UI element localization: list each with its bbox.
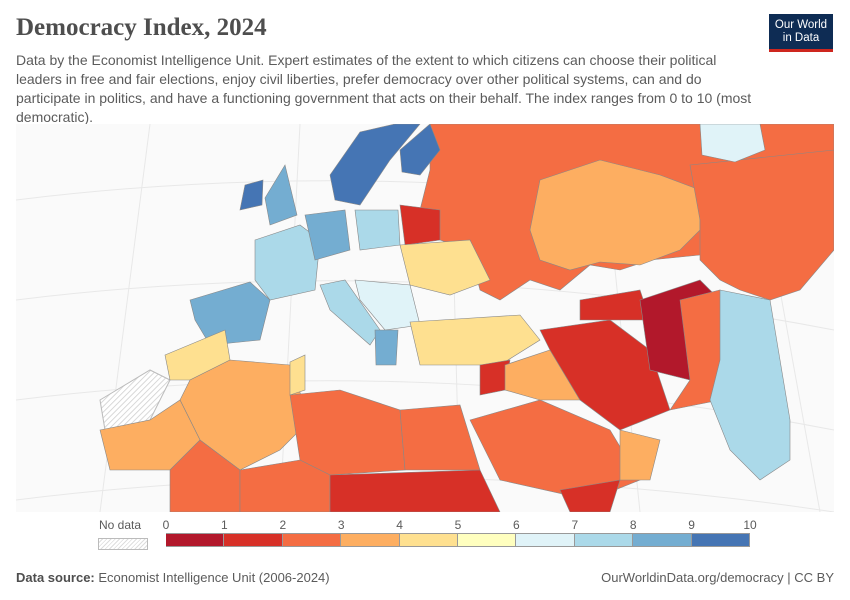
chart-subtitle: Data by the Economist Intelligence Unit.…: [16, 52, 752, 125]
no-data-label: No data: [99, 518, 142, 532]
legend-tick: 6: [513, 518, 520, 532]
legend-bin[interactable]: [574, 533, 634, 547]
country-ireland[interactable]: [239, 179, 264, 211]
country-china[interactable]: [689, 149, 834, 301]
country-balkans[interactable]: [354, 279, 421, 331]
country-poland[interactable]: [354, 209, 401, 251]
country-india[interactable]: [709, 289, 791, 481]
credit-link[interactable]: OurWorldinData.org/democracy | CC BY: [601, 570, 834, 585]
country-kazakhstan[interactable]: [529, 159, 701, 271]
legend-tick: 0: [162, 518, 170, 532]
world-map[interactable]: [16, 124, 834, 512]
legend-tick: 7: [571, 518, 579, 532]
owid-logo[interactable]: Our World in Data: [769, 14, 833, 52]
legend-tick: 4: [396, 518, 403, 532]
legend-bin[interactable]: [691, 533, 750, 547]
country-greece[interactable]: [374, 329, 399, 366]
legend-bin[interactable]: [458, 533, 517, 547]
source-label: Data source:: [16, 570, 95, 585]
legend-bin[interactable]: [166, 533, 225, 547]
legend-tick: 10: [743, 518, 757, 532]
legend-bin[interactable]: [282, 533, 342, 547]
legend-bin[interactable]: [341, 533, 400, 547]
legend-tick: 8: [629, 518, 637, 532]
legend-bin[interactable]: [633, 533, 692, 547]
legend-tick: 3: [337, 518, 345, 532]
country-iraq[interactable]: [504, 349, 581, 401]
country-sudan[interactable]: [329, 469, 501, 512]
source-text[interactable]: Economist Intelligence Unit (2006-2024): [98, 570, 330, 585]
country-ukraine[interactable]: [399, 239, 491, 296]
country-tunisia[interactable]: [289, 354, 306, 396]
country-spain[interactable]: [189, 281, 271, 346]
country-yemen[interactable]: [559, 479, 621, 512]
legend-bin[interactable]: [399, 533, 458, 547]
country-united-kingdom[interactable]: [264, 164, 298, 226]
color-legend: No data 0 1 2 3 4 5 6 7 8 9 10: [0, 510, 850, 550]
no-data-swatch: [98, 538, 148, 550]
country-oman[interactable]: [619, 429, 661, 481]
legend-tick: 9: [688, 518, 695, 532]
data-source: Data source: Economist Intelligence Unit…: [16, 570, 330, 585]
country-france[interactable]: [254, 224, 321, 301]
country-iran[interactable]: [539, 319, 671, 431]
legend-tick: 5: [454, 518, 462, 532]
legend-tick: 1: [221, 518, 228, 532]
country-finland[interactable]: [399, 124, 441, 176]
country-mongolia[interactable]: [699, 124, 766, 163]
legend-tick: 2: [279, 518, 287, 532]
region-no-data[interactable]: [99, 369, 171, 431]
country-central-asia[interactable]: [579, 289, 651, 321]
country-germany[interactable]: [304, 209, 351, 261]
page-title: Democracy Index, 2024: [16, 14, 267, 41]
country-belarus[interactable]: [399, 204, 441, 246]
country-norway-sweden[interactable]: [329, 124, 421, 206]
legend-bin[interactable]: [224, 533, 283, 547]
legend-bin[interactable]: [516, 533, 575, 547]
country-turkey[interactable]: [409, 314, 541, 366]
